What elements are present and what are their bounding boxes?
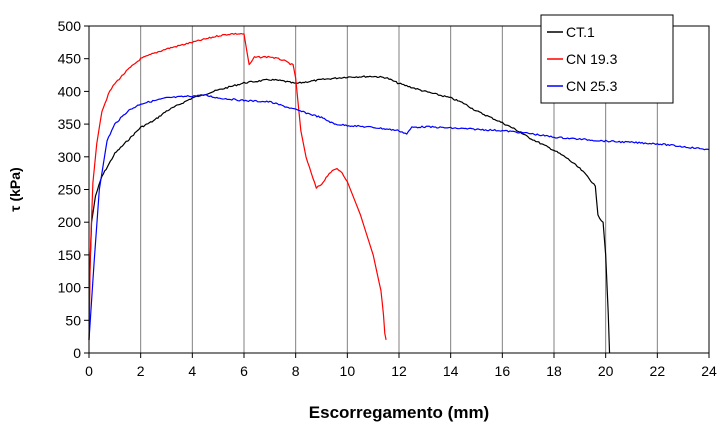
- legend: CT.1 CN 19.3 CN 25.3: [540, 14, 674, 104]
- x-tick-label: 8: [292, 363, 300, 379]
- series-lines: [88, 32, 710, 354]
- y-tick-label: 200: [58, 214, 82, 230]
- x-tick-label: 4: [188, 363, 196, 379]
- legend-label-cn-25-3: CN 25.3: [566, 78, 618, 94]
- x-tick-label: 14: [443, 363, 459, 379]
- x-axis-title: Escorregamento (mm): [309, 403, 489, 422]
- legend-label-ct-1: CT.1: [566, 24, 595, 40]
- series-line-cn-19-3: [88, 32, 387, 341]
- x-tick-label: 18: [546, 363, 562, 379]
- x-tick-label: 22: [650, 363, 666, 379]
- x-tick-label: 0: [85, 363, 93, 379]
- y-tick-label: 450: [58, 51, 82, 67]
- x-tick-label: 24: [701, 363, 717, 379]
- series-line-cn-25-3: [88, 94, 710, 340]
- y-tick-label: 100: [58, 280, 82, 296]
- series-line-ct-1: [88, 75, 611, 354]
- x-tick-label: 20: [598, 363, 614, 379]
- y-tick-label: 400: [58, 83, 82, 99]
- y-axis-ticks: 0 50 100 150 200 250 300 350 400 450 500: [58, 18, 89, 361]
- x-tick-label: 12: [391, 363, 407, 379]
- y-tick-label: 500: [58, 18, 82, 34]
- y-tick-label: 150: [58, 247, 82, 263]
- y-tick-label: 250: [58, 182, 82, 198]
- x-axis-ticks: 0 2 4 6 8 10 12 14 16 18 20 22 24: [85, 353, 717, 379]
- y-tick-label: 50: [65, 312, 81, 328]
- x-tick-label: 16: [495, 363, 511, 379]
- y-tick-label: 0: [73, 345, 81, 361]
- x-tick-label: 2: [137, 363, 145, 379]
- y-axis-title: τ (kPa): [7, 167, 23, 211]
- y-tick-label: 350: [58, 116, 82, 132]
- y-tick-label: 300: [58, 149, 82, 165]
- x-tick-label: 10: [340, 363, 356, 379]
- x-tick-label: 6: [240, 363, 248, 379]
- legend-label-cn-19-3: CN 19.3: [566, 51, 618, 67]
